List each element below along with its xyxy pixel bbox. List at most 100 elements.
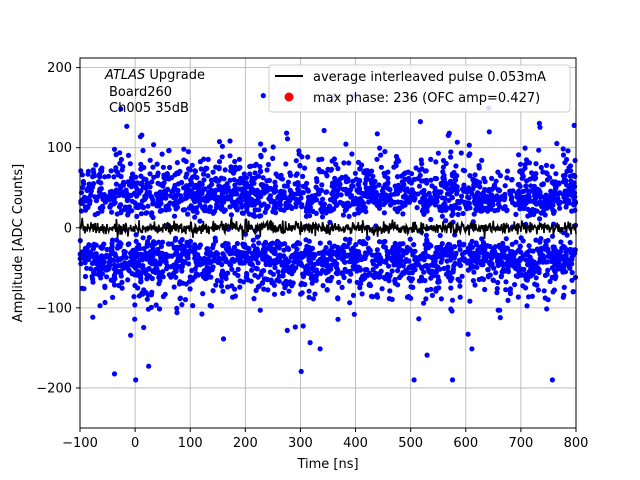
scatter-point <box>562 258 568 264</box>
scatter-point <box>537 216 543 222</box>
scatter-point <box>381 210 387 216</box>
legend: average interleaved pulse 0.053mA max ph… <box>268 64 571 113</box>
scatter-point <box>536 120 543 126</box>
scatter-point <box>138 173 144 179</box>
scatter-point <box>132 200 138 206</box>
scatter-point <box>376 252 382 258</box>
scatter-point <box>241 171 247 177</box>
scatter-point <box>380 185 387 191</box>
scatter-point <box>269 248 275 254</box>
scatter-point <box>111 262 117 268</box>
scatter-point <box>140 291 146 297</box>
scatter-point <box>270 144 276 150</box>
scatter-point <box>172 264 178 270</box>
scatter-point <box>483 193 489 200</box>
scatter-point <box>240 175 246 182</box>
scatter-point <box>117 183 123 189</box>
scatter-point <box>524 303 530 309</box>
scatter-point <box>532 207 538 213</box>
scatter-point <box>519 171 525 177</box>
scatter-point <box>187 167 193 173</box>
scatter-point <box>206 184 212 190</box>
scatter-point <box>423 296 429 302</box>
scatter-point <box>205 246 211 252</box>
scatter-point <box>310 296 316 302</box>
scatter-point <box>545 267 551 273</box>
scatter-point <box>422 277 428 284</box>
scatter-point <box>361 191 367 197</box>
scatter-point <box>538 210 544 216</box>
scatter-point <box>306 288 312 294</box>
scatter-point <box>552 248 558 254</box>
scatter-point <box>321 127 327 134</box>
scatter-point <box>374 247 380 253</box>
scatter-point <box>443 218 449 224</box>
legend-label-average-pulse: average interleaved pulse 0.053mA <box>313 70 546 85</box>
scatter-point <box>332 175 338 181</box>
scatter-point <box>339 256 346 262</box>
scatter-point <box>232 293 238 299</box>
scatter-point <box>89 260 95 266</box>
scatter-point <box>365 235 371 241</box>
scatter-point <box>423 168 429 174</box>
scatter-point <box>92 194 98 200</box>
scatter-point <box>141 164 147 171</box>
scatter-point <box>236 156 242 162</box>
scatter-point <box>343 141 349 147</box>
scatter-point <box>344 269 350 275</box>
scatter-point <box>166 272 172 278</box>
scatter-point <box>548 188 554 194</box>
scatter-point <box>91 181 97 187</box>
y-tick-label: −100 <box>36 301 72 316</box>
scatter-point <box>457 294 463 300</box>
scatter-point <box>354 258 360 264</box>
scatter-point <box>227 204 233 210</box>
scatter-point <box>379 286 385 292</box>
scatter-point <box>553 171 559 177</box>
scatter-point <box>550 244 556 250</box>
scatter-point <box>341 160 347 166</box>
scatter-point <box>188 189 194 195</box>
scatter-point <box>362 180 368 187</box>
scatter-point <box>329 262 335 268</box>
scatter-point <box>435 274 441 280</box>
scatter-point <box>552 269 558 275</box>
scatter-point <box>267 269 273 275</box>
scatter-point <box>448 149 454 155</box>
scatter-point <box>350 292 357 298</box>
scatter-point <box>148 193 154 199</box>
scatter-point <box>441 176 447 182</box>
scatter-point <box>209 267 215 273</box>
scatter-point <box>177 295 184 301</box>
scatter-point <box>201 268 207 274</box>
scatter-point <box>127 161 133 167</box>
scatter-point <box>294 171 300 177</box>
scatter-point <box>90 167 96 173</box>
scatter-point <box>174 310 180 316</box>
scatter-point <box>424 287 430 293</box>
scatter-point <box>118 202 124 208</box>
scatter-point <box>436 204 442 210</box>
x-axis-ticks: −100 0 100 200 300 400 500 600 700 800 <box>62 428 588 451</box>
scatter-point <box>235 272 241 279</box>
scatter-point <box>100 196 106 202</box>
scatter-point <box>351 311 357 317</box>
scatter-point <box>479 276 485 282</box>
scatter-point <box>543 162 550 168</box>
scatter-point <box>120 192 127 198</box>
scatter-point <box>150 214 156 221</box>
scatter-point <box>176 254 182 260</box>
scatter-point <box>156 239 162 245</box>
scatter-point <box>209 258 215 264</box>
scatter-point <box>466 152 472 158</box>
scatter-point <box>321 251 327 257</box>
scatter-point <box>114 245 121 251</box>
scatter-point <box>549 265 555 271</box>
scatter-point <box>365 249 371 256</box>
scatter-point <box>281 247 287 253</box>
scatter-point <box>525 213 531 219</box>
scatter-point <box>98 257 104 263</box>
scatter-point <box>216 258 222 264</box>
scatter-point <box>228 164 234 170</box>
scatter-point <box>272 265 278 271</box>
